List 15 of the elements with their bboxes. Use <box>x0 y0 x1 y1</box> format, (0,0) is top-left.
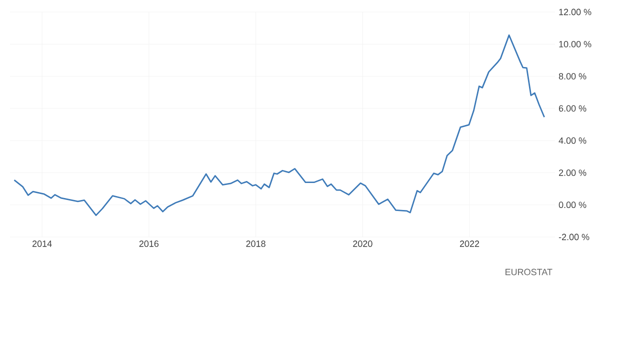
y-tick-label: 0.00 % <box>558 202 586 208</box>
x-tick-label: 2018 <box>246 240 266 247</box>
y-tick-label: 4.00 % <box>558 137 586 144</box>
text: EUROSTAT <box>506 268 552 276</box>
line-series <box>14 34 546 216</box>
x-tick-label: 2014 <box>32 240 52 247</box>
x-tick-label: 2016 <box>139 240 159 247</box>
y-tick-label: 12.00 % <box>559 8 592 16</box>
y-tick-label: 10.00 % <box>559 40 592 48</box>
x-tick-label: 2020 <box>353 240 372 247</box>
y-tick-label: -2.00 % <box>558 234 590 240</box>
y-tick-label: 6.00 % <box>558 105 586 112</box>
x-tick-label: 2022 <box>460 240 480 247</box>
y-tick-label: 2.00 % <box>558 170 586 176</box>
y-tick-label: 8.00 % <box>558 73 586 80</box>
